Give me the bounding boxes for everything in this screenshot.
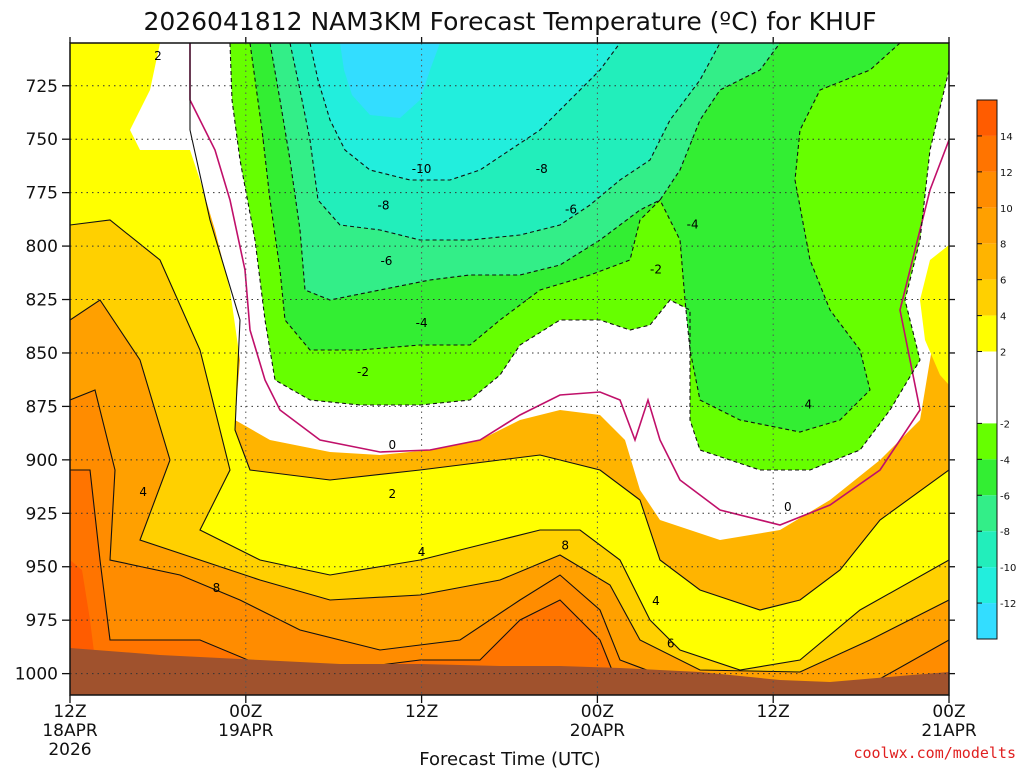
x-tick-label: 00Z bbox=[581, 702, 614, 722]
colorbar-band bbox=[977, 315, 997, 352]
colorbar-tick-label: -2 bbox=[1000, 419, 1010, 430]
x-axis-title: Forecast Time (UTC) bbox=[419, 749, 600, 768]
x-tick-label: 2026 bbox=[48, 740, 91, 760]
y-tick-label: 950 bbox=[26, 558, 58, 578]
colorbar-tick-label: -8 bbox=[1000, 527, 1010, 538]
colorbar-tick-label: 10 bbox=[1000, 204, 1013, 215]
contour-label: -10 bbox=[412, 162, 432, 176]
contour-line-dashed-neg4 bbox=[249, 43, 901, 433]
colorbar-tick-label: 6 bbox=[1000, 276, 1006, 287]
fill-band-6-8 bbox=[70, 300, 949, 695]
contour-label: -8 bbox=[378, 198, 390, 212]
colorbar-tick-label: 2 bbox=[1000, 348, 1006, 359]
colorbar-tick-label: -4 bbox=[1000, 455, 1010, 466]
contour-label: 4 bbox=[139, 485, 147, 499]
x-tick-label: 18APR bbox=[42, 721, 98, 741]
x-tick-label: 19APR bbox=[218, 721, 274, 741]
colorbar-tick-label: 12 bbox=[1000, 168, 1013, 179]
y-tick-label: 900 bbox=[26, 451, 58, 471]
colorbar-band bbox=[977, 243, 997, 280]
colorbar-band bbox=[977, 279, 997, 316]
contour-label: 2 bbox=[388, 487, 396, 501]
colorbar-tick-label: 4 bbox=[1000, 312, 1006, 323]
contour-line-4 bbox=[70, 219, 949, 671]
y-tick-label: 975 bbox=[26, 611, 58, 631]
terrain-ground bbox=[70, 648, 949, 695]
temperature-fill-layers bbox=[70, 43, 949, 695]
y-tick-label: 750 bbox=[26, 130, 58, 150]
fill-band-4-6 bbox=[70, 220, 949, 695]
fill-band-2-4 bbox=[70, 43, 949, 695]
colorbar-band bbox=[977, 207, 997, 244]
fill-band-neg14-neg12 bbox=[340, 43, 440, 118]
colorbar-band bbox=[977, 171, 997, 208]
colorbar-frame bbox=[976, 99, 998, 640]
contour-labels: 2 -10 -8 -8 -6 -4 -6 -2 -4 -2 4 0 2 4 0 4 8 8 4 6 bbox=[139, 49, 812, 651]
colorbar-band bbox=[977, 603, 997, 639]
fill-right-yellow-pocket bbox=[920, 245, 949, 385]
colorbar-tick-label: -12 bbox=[1000, 599, 1016, 610]
contour-label: -6 bbox=[380, 254, 392, 268]
y-tick-label: 850 bbox=[26, 344, 58, 364]
contour-label: -2 bbox=[650, 263, 662, 277]
contour-line-dashed-neg8 bbox=[289, 43, 721, 241]
x-tick-label: 12Z bbox=[53, 702, 86, 722]
contour-label: -6 bbox=[565, 203, 577, 217]
x-tick-label: 20APR bbox=[570, 721, 626, 741]
colorbar-band bbox=[977, 135, 997, 172]
colorbar-band bbox=[977, 423, 997, 460]
x-tick-label: 12Z bbox=[757, 702, 790, 722]
contour-label: 0 bbox=[388, 438, 396, 452]
contour-label: 2 bbox=[154, 49, 162, 63]
fill-band-12-14 bbox=[70, 560, 95, 670]
colorbar-band bbox=[977, 100, 997, 136]
contour-line-dashed-neg2 bbox=[229, 43, 949, 471]
y-tick-label: 800 bbox=[26, 237, 58, 257]
contour-line-2 bbox=[70, 43, 949, 611]
contour-line-zero-magenta bbox=[189, 43, 949, 526]
colorbar-tick-label: 8 bbox=[1000, 240, 1006, 251]
y-tick-label: 1000 bbox=[15, 665, 58, 685]
contour-label: 4 bbox=[418, 545, 426, 559]
x-tick-label: 21APR bbox=[921, 721, 977, 741]
contour-label: 4 bbox=[805, 397, 813, 411]
contour-line-dashed-neg10 bbox=[309, 43, 621, 181]
y-tick-label: 925 bbox=[26, 504, 58, 524]
plot-frame bbox=[69, 42, 950, 696]
colorbar: 14 12 10 8 6 4 2 -2 -4 -6 -8 -10 -12 bbox=[976, 99, 1016, 640]
grid-lines bbox=[70, 43, 949, 695]
contour-label: 8 bbox=[561, 538, 569, 552]
contour-label: -4 bbox=[416, 316, 428, 330]
colorbar-band bbox=[977, 567, 997, 604]
colorbar-tick-label: -6 bbox=[1000, 491, 1010, 502]
colorbar-band bbox=[977, 351, 997, 424]
contour-label: -8 bbox=[536, 162, 548, 176]
contour-label: 6 bbox=[667, 637, 675, 651]
chart-title: 2026041812 NAM3KM Forecast Temperature (… bbox=[143, 7, 876, 36]
contour-line-dashed-neg6 bbox=[269, 43, 781, 301]
x-tick-label: 12Z bbox=[405, 702, 438, 722]
y-tick-label: 875 bbox=[26, 397, 58, 417]
colorbar-band bbox=[977, 531, 997, 568]
contour-label: -2 bbox=[357, 365, 369, 379]
contour-label: 0 bbox=[784, 500, 792, 514]
colorbar-band bbox=[977, 495, 997, 532]
y-tick-label: 725 bbox=[26, 77, 58, 97]
contour-label: 4 bbox=[652, 594, 660, 608]
credit-text: coolwx.com/modelts bbox=[853, 744, 1016, 762]
colorbar-band bbox=[977, 459, 997, 496]
colorbar-tick-label: 14 bbox=[1000, 132, 1013, 143]
contour-label: -4 bbox=[687, 218, 699, 232]
contour-line-6 bbox=[70, 299, 949, 673]
x-tick-label: 00Z bbox=[229, 702, 262, 722]
y-tick-label: 775 bbox=[26, 184, 58, 204]
contour-label: 8 bbox=[213, 581, 221, 595]
x-tick-label: 00Z bbox=[932, 702, 965, 722]
colorbar-tick-label: -10 bbox=[1000, 563, 1016, 574]
y-tick-label: 825 bbox=[26, 291, 58, 311]
